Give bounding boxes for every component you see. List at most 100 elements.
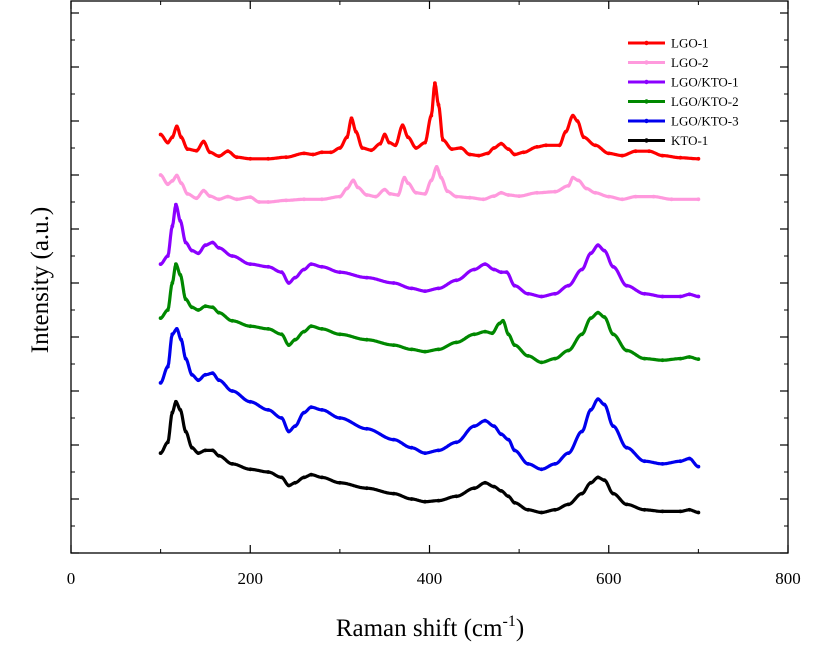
series-lgo-kto-3-point (454, 440, 459, 445)
series-lgo-2-point (225, 194, 230, 199)
series-lgo-1-point (492, 146, 496, 150)
series-lgo-1-point (320, 150, 324, 155)
series-lgo-kto-3-point (203, 372, 208, 377)
legend-label-lgo-1: LGO-1 (671, 36, 709, 51)
series-lgo-2-point (402, 175, 407, 180)
series-lgo-1-point (581, 135, 586, 140)
series-kto-1-point (266, 470, 271, 474)
series-lgo-kto-2-point (183, 297, 188, 302)
series-lgo-kto-2-point (338, 332, 342, 337)
series-lgo-2-point (406, 181, 410, 186)
series-lgo-1-point (459, 146, 463, 150)
series-lgo-kto-1-point (190, 248, 194, 253)
series-lgo-1-point (284, 155, 288, 160)
series-lgo-kto-3-point (364, 426, 369, 431)
series-kto-1-point (183, 429, 188, 434)
series-kto-1-point (611, 491, 616, 496)
series-lgo-1-point (436, 102, 441, 107)
series-lgo-kto-2-point (217, 310, 221, 315)
series-lgo-kto-1-point (409, 286, 414, 291)
series-lgo-kto-1-point (203, 243, 208, 248)
series-lgo-kto-2-point (230, 318, 235, 323)
series-lgo-2-point (414, 190, 418, 195)
series-lgo-kto-1-point (364, 275, 369, 280)
series-lgo-1-point (429, 113, 434, 118)
series-lgo-2-point (669, 197, 674, 202)
series-lgo-kto-1-point (539, 294, 544, 299)
series-lgo-kto-1-point (286, 281, 291, 285)
series-lgo-kto-2-point (696, 357, 701, 361)
series-lgo-kto-3-point (179, 337, 184, 342)
legend-marker-lgo-kto-2 (644, 99, 649, 104)
series-lgo-1-point (696, 156, 701, 161)
series-lgo-1-point (433, 81, 437, 86)
series-lgo-kto-1-point (660, 294, 665, 299)
series-lgo-2-point (355, 185, 360, 190)
series-kto-1-line (159, 400, 700, 515)
legend-label-lgo-kto-3: LGO/KTO-3 (671, 114, 739, 129)
series-lgo-2-point (492, 194, 496, 199)
x-tick-label: 800 (775, 569, 801, 588)
series-kto-1-point (499, 489, 504, 493)
series-lgo-kto-3-point (170, 332, 175, 337)
series-lgo-kto-2-point (293, 337, 297, 342)
series-lgo-kto-1-point (217, 246, 221, 250)
series-kto-1-point (338, 480, 342, 485)
series-lgo-kto-2-point (483, 329, 487, 334)
series-kto-1-point (436, 498, 441, 503)
series-lgo-1-point (678, 155, 683, 160)
series-kto-1-point (492, 484, 496, 489)
series-lgo-kto-3-point (196, 378, 201, 383)
series-lgo-kto-2-point (678, 356, 683, 361)
legend-marker-lgo-kto-1 (644, 79, 649, 85)
series-lgo-kto-3-point (624, 445, 629, 450)
series-kto-1-point (602, 478, 607, 482)
series-kto-1-point (170, 410, 175, 415)
series-kto-1-point (286, 483, 291, 488)
series-kto-1-point (642, 507, 647, 512)
series-lgo-2-point (517, 194, 521, 199)
series-lgo-2-point (266, 200, 271, 204)
series-lgo-1-point (557, 143, 562, 148)
series-lgo-kto-3-point (190, 372, 194, 377)
series-lgo-1-point (647, 149, 651, 154)
series-lgo-kto-3-point (266, 408, 271, 412)
series-lgo-1-point (450, 147, 454, 152)
series-lgo-kto-3-point (302, 410, 306, 415)
series-lgo-2-point (373, 194, 378, 199)
series-lgo-kto-3-point (309, 405, 314, 410)
series-lgo-2-point (302, 197, 306, 202)
series-kto-1-point (483, 480, 487, 485)
series-kto-1-point (203, 448, 208, 453)
series-lgo-kto-1-line (159, 203, 700, 299)
series-lgo-1-point (441, 138, 445, 142)
series-lgo-kto-1-point (248, 262, 253, 266)
series-kto-1-point (248, 467, 253, 472)
series-lgo-2-point (434, 165, 439, 169)
series-kto-1-point (320, 475, 324, 480)
series-lgo-kto-2-point (391, 343, 396, 347)
series-lgo-kto-1-point (293, 275, 297, 280)
series-lgo-2-point (217, 197, 221, 202)
series-kto-1-point (423, 499, 427, 504)
series-lgo-kto-1-point (174, 202, 178, 207)
series-lgo-kto-3-point (391, 437, 396, 442)
series-lgo-1-point (400, 123, 405, 128)
series-kto-1-point (624, 502, 629, 507)
series-lgo-1-point (512, 152, 517, 157)
series-lgo-2-point (185, 192, 190, 196)
series-lgo-2-point (248, 195, 253, 200)
series-lgo-2-point (506, 193, 511, 197)
series-lgo-1-point (185, 147, 190, 152)
series-lgo-2-point (345, 186, 349, 191)
series-kto-1-point (678, 509, 683, 514)
series-lgo-kto-1-point (165, 254, 170, 258)
series-lgo-kto-1-point (454, 278, 459, 283)
series-lgo-2-point (576, 178, 581, 183)
series-lgo-kto-2-point (320, 327, 324, 331)
series-lgo-1-point (165, 140, 170, 145)
series-lgo-kto-2-point (501, 318, 505, 323)
series-lgo-kto-3-point (158, 381, 163, 385)
series-lgo-kto-1-point (472, 267, 477, 272)
series-lgo-kto-3-point (539, 467, 544, 472)
